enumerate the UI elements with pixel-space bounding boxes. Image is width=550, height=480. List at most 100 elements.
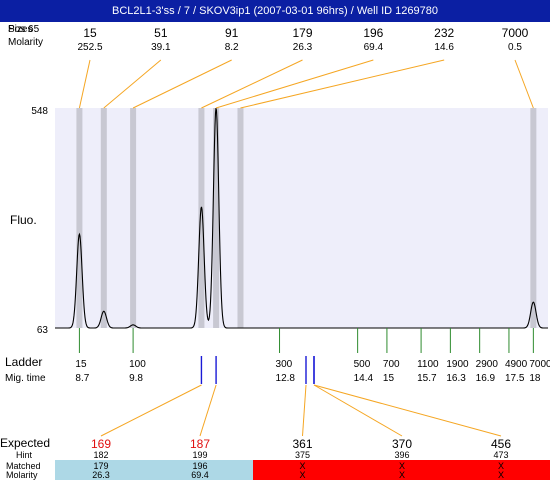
plot-background	[55, 108, 548, 328]
peak-size-label: 179	[292, 26, 312, 40]
molarity-value: X	[299, 470, 305, 480]
ladder-size-label: 2900	[476, 359, 499, 370]
peak-band	[237, 108, 244, 328]
peak-connector	[240, 59, 445, 109]
ladder-time-label: 16.9	[476, 373, 496, 384]
matched-value: 179	[93, 461, 108, 471]
y-tick-bottom: 63	[37, 325, 49, 336]
expected-value: 456	[491, 437, 511, 451]
peak-molarity-label: 252.5	[77, 42, 102, 53]
matched-label: Matched	[6, 461, 41, 471]
unmatched-cell	[452, 460, 550, 480]
peak-connector	[215, 59, 374, 109]
peak-molarity-label: 26.3	[293, 42, 313, 53]
top-peak-labels: 15 252.5 51 39.1 91 8.2 179 26.3 196 69.4 232 14.6 7…	[77, 26, 534, 109]
plot-area	[55, 108, 548, 328]
hint-value: 199	[192, 450, 207, 460]
molarity-value: X	[399, 470, 405, 480]
peak-molarity-label: 69.4	[364, 42, 384, 53]
matched-cell	[55, 460, 147, 480]
peak-molarity-label: 39.1	[151, 42, 171, 53]
peak-band	[130, 108, 137, 328]
sizes-label: Sizes	[8, 24, 32, 35]
peak-connector	[514, 59, 534, 109]
unmatched-cell	[253, 460, 352, 480]
y-axis-label: Fluo.	[10, 213, 37, 227]
ladder-size-label: 15	[75, 359, 87, 370]
peak-connector	[201, 59, 303, 109]
matched-value: 196	[192, 461, 207, 471]
hint-value: 473	[493, 450, 508, 460]
molarity-value: 26.3	[92, 470, 110, 480]
ladder-size-label: 300	[276, 359, 293, 370]
expected-value: 187	[190, 437, 210, 451]
peak-band	[198, 108, 205, 328]
peak-size-label: 51	[154, 26, 168, 40]
matched-value: X	[299, 461, 305, 471]
ladder-time-label: 12.8	[276, 373, 296, 384]
mig-time-label: Mig. time	[5, 373, 46, 384]
peak-band	[100, 108, 107, 328]
expected-label: Expected	[0, 436, 50, 450]
ladder-time-label: 18	[529, 373, 541, 384]
peak-size-label: 232	[434, 26, 454, 40]
expected-value: 370	[392, 437, 412, 451]
ladder-time-label: 17.5	[505, 373, 525, 384]
expected-connector	[199, 384, 217, 437]
ladder-time-label: 14.4	[354, 373, 374, 384]
matched-value: X	[498, 461, 504, 471]
molarity-value: 69.4	[191, 470, 209, 480]
hint-value: 182	[93, 450, 108, 460]
ladder-time-label: 9.8	[129, 373, 143, 384]
peak-size-label: 196	[363, 26, 383, 40]
ladder-size-label: 7000	[529, 359, 550, 370]
peak-molarity-label: 8.2	[225, 42, 239, 53]
peak-size-label: 15	[83, 26, 97, 40]
molarity-value: X	[498, 470, 504, 480]
peak-band	[530, 108, 537, 328]
expected-connector	[313, 384, 403, 437]
ladder-size-label: 1900	[446, 359, 469, 370]
hint-value: 375	[295, 450, 310, 460]
ladder-size-label: 1100	[417, 359, 439, 370]
expected-connector	[100, 384, 202, 437]
ladder-time-label: 16.3	[446, 373, 466, 384]
peak-band	[213, 108, 220, 328]
trace-layer	[55, 107, 548, 329]
peak-molarity-label: 14.6	[434, 42, 454, 53]
matched-value: X	[399, 461, 405, 471]
peak-band	[76, 108, 83, 328]
expected-value: 361	[292, 437, 312, 451]
trace-line	[55, 107, 548, 329]
expected-table: 16918217926.318719919669.4361375XX370396…	[55, 356, 550, 480]
ladder-time-label: 15.7	[417, 373, 437, 384]
peak-size-label: 7000	[502, 26, 529, 40]
hint-value: 396	[394, 450, 409, 460]
ladder-label: Ladder	[5, 355, 42, 369]
ladder-time-label: 15	[383, 373, 395, 384]
sizes-overlay-label: Pos 65	[8, 24, 40, 35]
ladder-size-label: 700	[383, 359, 400, 370]
ladder-size-label: 100	[129, 359, 146, 370]
static-labels: Sizes Pos 65 Molarity Fluo. 548 63 Ladde…	[0, 24, 50, 480]
ladder-size-label: 4900	[505, 359, 528, 370]
chart-title: BCL2L1-3'ss / 7 / SKOV3ip1 (2007-03-01 9…	[0, 0, 550, 22]
peak-connector	[132, 59, 232, 109]
peak-connector	[103, 59, 162, 109]
expected-value: 169	[91, 437, 111, 451]
hint-label: Hint	[16, 450, 33, 460]
ladder-row: 15 8.7 100 9.8 300 12.8 500 14.4 700 15 1100 15.7 19…	[75, 328, 550, 384]
molarity-row-label: Molarity	[6, 470, 38, 480]
ladder-time-label: 8.7	[75, 373, 89, 384]
peak-molarity-label: 0.5	[508, 42, 522, 53]
expected-connector	[313, 384, 502, 437]
molarity-header-label: Molarity	[8, 37, 43, 48]
peak-connector	[78, 59, 91, 109]
matched-cell	[147, 460, 253, 480]
unmatched-cell	[352, 460, 452, 480]
ladder-size-label: 500	[354, 359, 371, 370]
expected-connector	[302, 384, 307, 437]
y-tick-top: 548	[31, 106, 48, 117]
peak-size-label: 91	[225, 26, 239, 40]
